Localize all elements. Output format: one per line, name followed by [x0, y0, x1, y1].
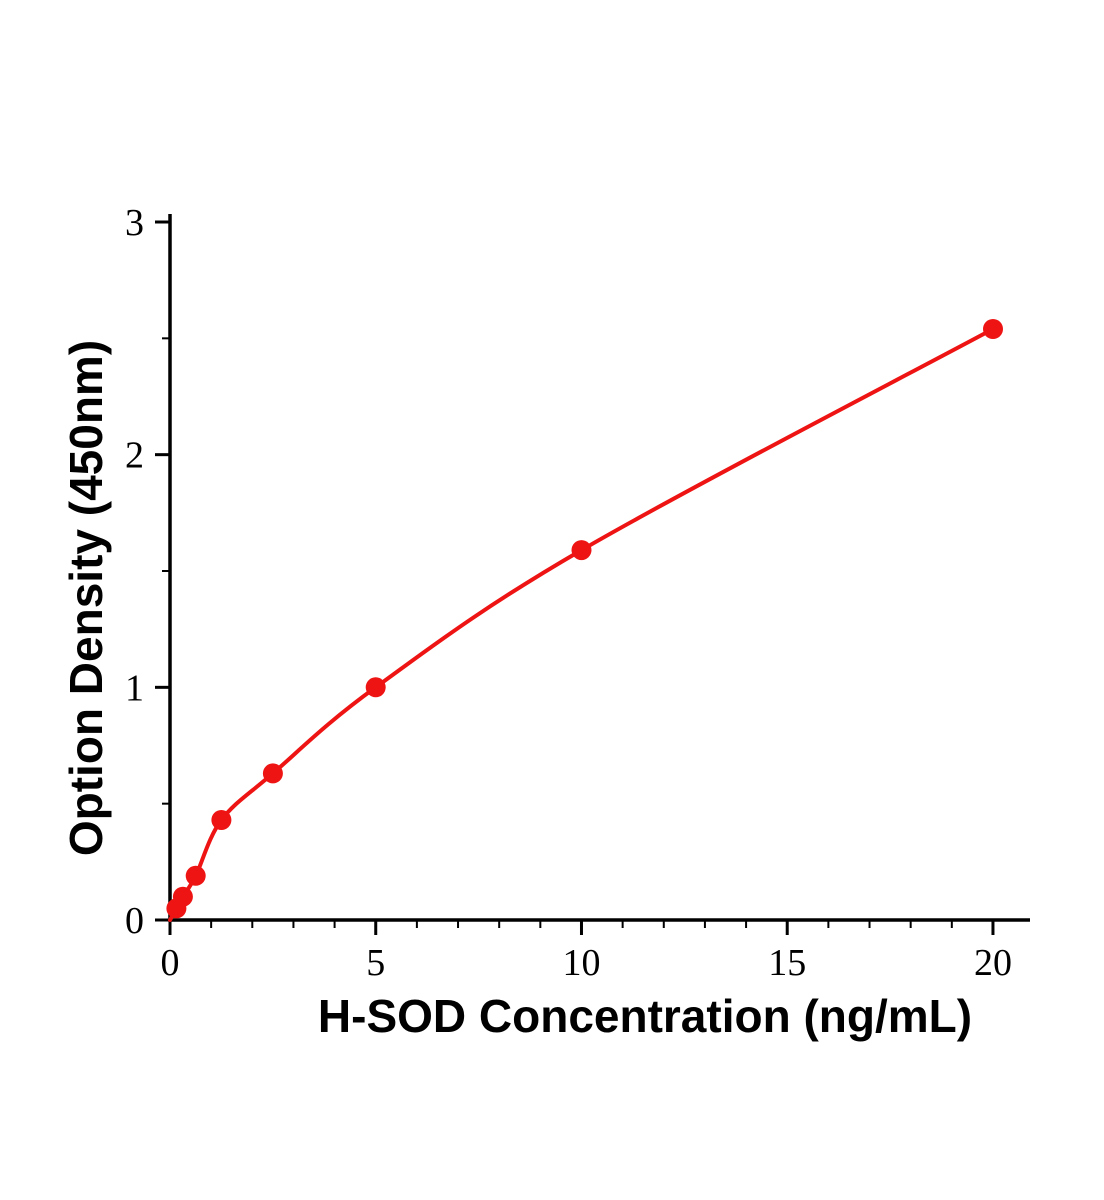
x-tick-label: 15 — [768, 942, 806, 984]
x-tick-label: 0 — [161, 942, 180, 984]
x-axis-title: H-SOD Concentration (ng/mL) — [317, 990, 973, 1042]
y-tick-label: 1 — [125, 667, 144, 709]
x-tick-label: 5 — [366, 942, 385, 984]
y-tick-label: 0 — [125, 900, 144, 942]
axes-lines — [168, 214, 1030, 922]
data-point — [262, 763, 283, 784]
data-point — [211, 810, 232, 830]
x-tick-label: 20 — [974, 942, 1012, 984]
data-point — [571, 540, 592, 561]
y-tick-label: 2 — [125, 435, 144, 477]
y-axis-title: Option Density (450nm) — [60, 339, 112, 857]
data-point — [983, 319, 1003, 339]
data-point — [365, 677, 386, 698]
x-tick-label: 10 — [562, 942, 600, 984]
y-tick-label: 3 — [125, 202, 144, 244]
data-point — [185, 865, 206, 886]
data-point — [172, 886, 193, 907]
fit-curve — [168, 327, 995, 922]
